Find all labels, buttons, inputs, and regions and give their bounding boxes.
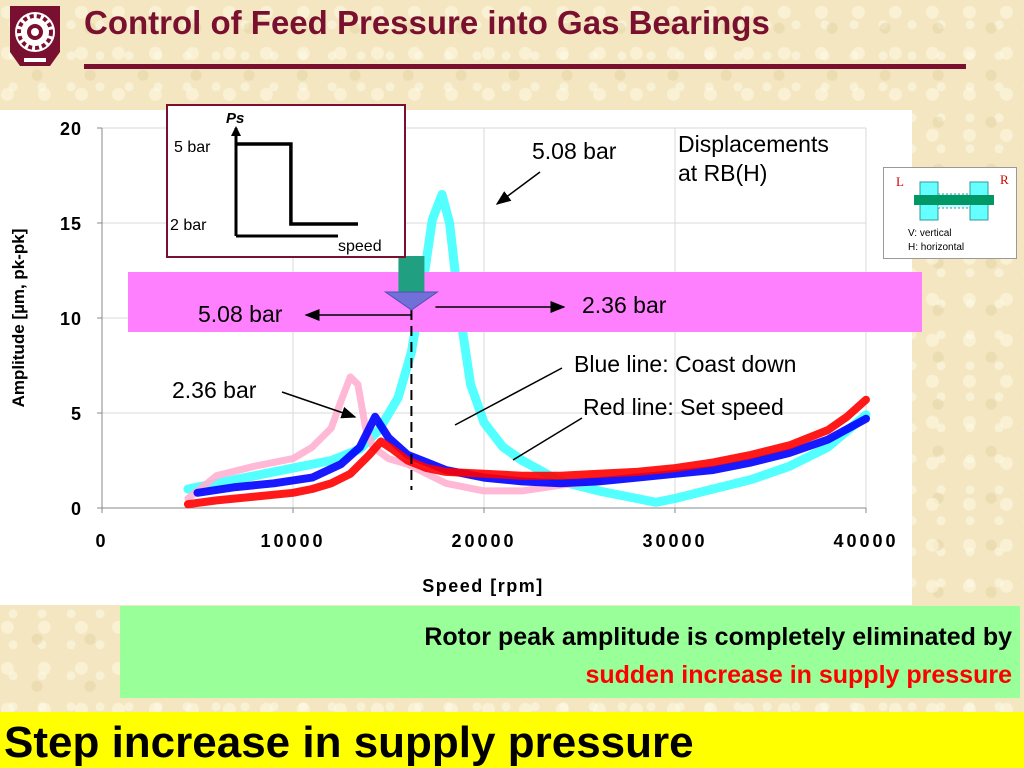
displacements-label: Displacements at RB(H) bbox=[678, 130, 829, 188]
title-underline bbox=[84, 64, 966, 69]
legend-note-horizontal: H: horizontal bbox=[908, 242, 965, 253]
step-arrow-shaft bbox=[398, 256, 425, 292]
supply-pressure-inset: Ps 5 bar 2 bar speed bbox=[166, 104, 406, 258]
red-line-pointer bbox=[512, 417, 583, 461]
plot-area bbox=[0, 110, 912, 605]
blue-line-pointer bbox=[454, 367, 563, 426]
series-line-red bbox=[183, 395, 870, 509]
band-right-label: 2.36 bar bbox=[582, 292, 667, 318]
y-tick-label: 20 bbox=[60, 119, 82, 139]
step-down-arrow-icon bbox=[383, 256, 440, 311]
pressure-top-label: 5.08 bar bbox=[532, 138, 617, 164]
x-tick-label: 0 bbox=[95, 531, 108, 551]
y-tick-label: 15 bbox=[60, 214, 82, 234]
inset-ylabel: Ps bbox=[226, 110, 244, 127]
inset-step-curve bbox=[236, 142, 358, 226]
x-tick-label: 10000 bbox=[260, 531, 325, 551]
displacements-line2: at RB(H) bbox=[678, 160, 768, 186]
inset-label-high: 5 bar bbox=[174, 139, 211, 156]
y-tick-label: 10 bbox=[60, 309, 82, 329]
bearing-legend-box: L R V: vertical H: horizontal bbox=[883, 167, 1017, 259]
inset-plot: Ps 5 bar 2 bar speed bbox=[170, 110, 382, 255]
label-left: L bbox=[896, 174, 904, 189]
x-axis-title: Speed [rpm] bbox=[422, 576, 544, 596]
series-lines bbox=[183, 190, 871, 509]
step-arrow-head bbox=[383, 291, 440, 311]
inset-y-arrow-icon bbox=[231, 126, 241, 136]
displacements-line1: Displacements bbox=[678, 131, 829, 157]
inset-xlabel: speed bbox=[338, 238, 382, 255]
conclusion-line1: Rotor peak amplitude is completely elimi… bbox=[424, 623, 1012, 651]
blue-line-label: Blue line: Coast down bbox=[574, 351, 797, 377]
rotor-bearing-schematic-icon bbox=[914, 181, 994, 221]
x-tick-label: 40000 bbox=[833, 531, 898, 551]
x-tick-label: 20000 bbox=[451, 531, 516, 551]
conclusion-line2: sudden increase in supply pressure bbox=[585, 661, 1012, 689]
bottom-banner: Step increase in supply pressure bbox=[0, 712, 1024, 768]
pressure-highlight-band bbox=[128, 272, 922, 332]
bottom-banner-text: Step increase in supply pressure bbox=[4, 718, 694, 767]
band-left-label: 5.08 bar bbox=[198, 301, 283, 327]
gear-seal-logo-icon bbox=[10, 6, 60, 66]
axes: 0 5 10 15 20 0 10000 20000 30000 40000 bbox=[60, 119, 898, 551]
y-tick-label: 0 bbox=[71, 499, 82, 519]
inset-label-low: 2 bar bbox=[170, 217, 207, 234]
slide-title: Control of Feed Pressure into Gas Bearin… bbox=[84, 4, 770, 41]
low-pressure-arrow bbox=[281, 391, 357, 419]
svg-text:Amplitude [µm, pk-pk]: Amplitude [µm, pk-pk] bbox=[9, 229, 28, 408]
pressure-low-label: 2.36 bar bbox=[172, 377, 257, 403]
conclusion-box: Rotor peak amplitude is completely elimi… bbox=[120, 606, 1020, 698]
peak-arrow bbox=[495, 171, 541, 205]
y-axis-title: Amplitude [µm, pk-pk] bbox=[9, 229, 28, 408]
x-tick-label: 30000 bbox=[642, 531, 707, 551]
label-right: R bbox=[1000, 172, 1009, 187]
red-line-label: Red line: Set speed bbox=[583, 394, 784, 420]
y-tick-label: 5 bbox=[71, 404, 82, 424]
legend-note-vertical: V: vertical bbox=[908, 228, 952, 239]
